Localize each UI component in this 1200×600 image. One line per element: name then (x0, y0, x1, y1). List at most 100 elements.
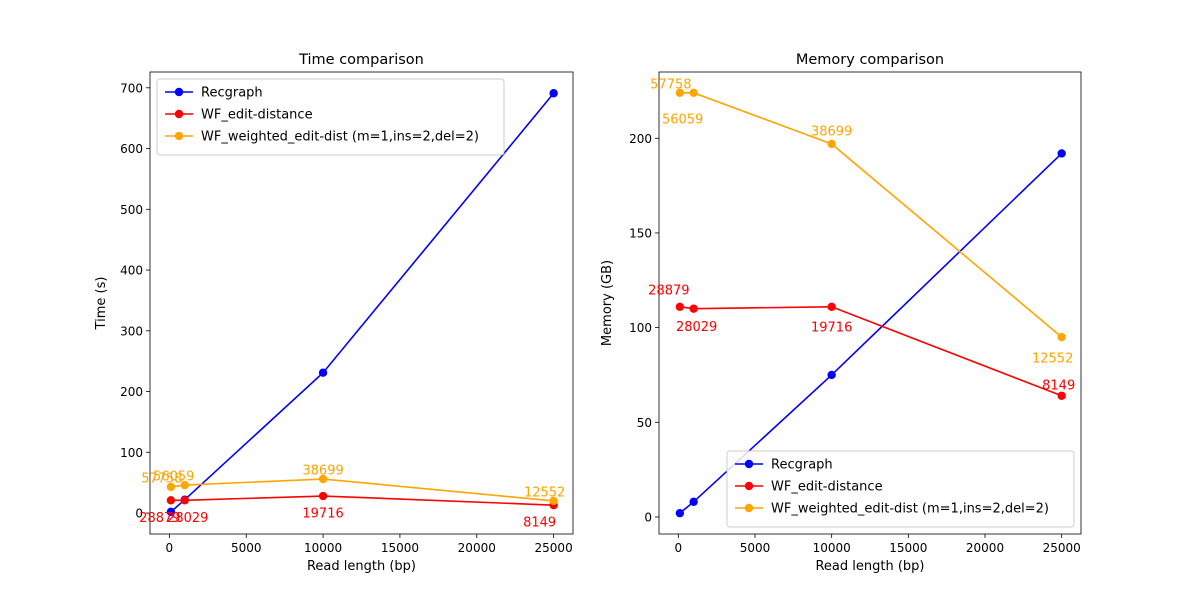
legend-label: WF_edit-distance (201, 108, 313, 123)
chart-title: Memory comparison (796, 52, 944, 68)
data-point (689, 88, 698, 98)
data-point (827, 139, 836, 149)
legend-label: WF_edit-distance (771, 480, 883, 495)
y-tick-label: 600 (120, 142, 143, 156)
y-tick-label: 150 (629, 226, 652, 240)
legend-entry: WF_edit-distance (735, 480, 883, 495)
x-tick-label: 20000 (966, 541, 1004, 555)
y-tick-label: 50 (637, 416, 652, 430)
data-label: 38699 (302, 464, 343, 479)
data-label: 57758 (141, 471, 182, 486)
series-line (170, 495, 554, 506)
data-label: 57758 (650, 77, 691, 92)
series-line (170, 478, 554, 502)
legend-entry: WF_edit-distance (165, 108, 313, 123)
legend-entry: WF_weighted_edit-dist (m=1,ins=2,del=2) (165, 130, 479, 145)
data-label: 28029 (676, 320, 717, 335)
legend: Recgraph WF_edit-distance WF_weighted_edit… (726, 450, 1075, 528)
chart-1: 0 5000 10000 15000 20000 25000 0 100 200 300 400 50… (94, 52, 574, 574)
series-recgraph (675, 149, 1066, 518)
data-point (549, 89, 558, 98)
data-point (689, 497, 698, 507)
data-point (675, 508, 685, 518)
data-label: 12552 (1032, 352, 1073, 367)
legend: Recgraph WF_edit-distance WF_weighted_edit… (156, 78, 505, 156)
legend-box (726, 450, 1075, 528)
y-tick-label: 200 (629, 132, 652, 146)
x-tick-label: 5000 (740, 541, 771, 555)
series-line (679, 305, 1062, 397)
x-tick-label: 25000 (535, 541, 573, 555)
legend-entry: Recgraph (735, 458, 833, 473)
x-axis-label: Read length (bp) (307, 559, 416, 574)
data-point (1057, 149, 1066, 158)
series-wf-weighted-edit-dist-m-1-ins-2-del-2: 57758 56059 38699 12552 (650, 77, 1073, 366)
data-point (180, 496, 189, 505)
data-label: 19716 (302, 507, 343, 522)
legend-label: Recgraph (201, 86, 263, 101)
y-tick-label: 100 (629, 321, 652, 335)
y-tick-label: 0 (644, 510, 652, 524)
x-tick-label: 20000 (458, 541, 496, 555)
series-line (679, 92, 1063, 338)
data-point (166, 496, 176, 505)
data-point (166, 482, 176, 492)
data-point (180, 480, 189, 490)
data-label: 19716 (811, 320, 852, 335)
legend-marker (744, 459, 754, 469)
data-label: 12552 (524, 485, 565, 500)
x-tick-label: 15000 (889, 541, 927, 555)
x-tick-label: 10000 (304, 541, 342, 555)
y-axis-label: Memory (GB) (600, 260, 615, 346)
series-line (679, 152, 1063, 514)
x-tick-label: 0 (675, 541, 683, 555)
data-point (318, 491, 328, 501)
x-tick-label: 15000 (381, 541, 419, 555)
legend-marker (744, 503, 754, 513)
legend-marker (744, 481, 754, 491)
data-point (827, 302, 836, 311)
data-label: 28029 (167, 511, 208, 526)
data-label: 56059 (662, 112, 703, 127)
legend-label: WF_weighted_edit-dist (m=1,ins=2,del=2) (201, 130, 479, 145)
y-tick-label: 700 (120, 81, 143, 95)
legend-entry: Recgraph (165, 86, 263, 101)
x-tick-label: 25000 (1043, 541, 1081, 555)
legend-marker (174, 87, 184, 97)
x-axis-label: Read length (bp) (815, 559, 924, 574)
series-line (170, 92, 555, 513)
data-point (1057, 391, 1066, 400)
data-label: 8149 (1042, 378, 1075, 393)
data-point (675, 302, 685, 311)
legend-label: Recgraph (771, 458, 833, 473)
data-label: 8149 (523, 516, 556, 531)
legend-entry: WF_weighted_edit-dist (m=1,ins=2,del=2) (735, 502, 1049, 517)
chart-title: Time comparison (298, 52, 424, 68)
y-tick-label: 400 (120, 264, 143, 278)
data-point (549, 496, 558, 506)
x-tick-label: 10000 (813, 541, 851, 555)
series-recgraph (166, 89, 558, 517)
x-tick-label: 0 (166, 541, 174, 555)
data-label: 38699 (811, 124, 852, 139)
legend-marker (174, 109, 184, 119)
legend-box (156, 78, 505, 156)
series-wf-edit-distance: 28879 28029 19716 8149 (648, 283, 1075, 400)
y-tick-label: 100 (120, 446, 143, 460)
y-axis-label: Time (s) (94, 277, 109, 331)
y-tick-label: 200 (120, 385, 143, 399)
chart-2: 0 5000 10000 15000 20000 25000 0 50 100 150 200 Mem… (600, 52, 1082, 574)
axes-frame (658, 71, 1082, 535)
data-label: 28879 (648, 283, 689, 298)
data-point (689, 304, 698, 313)
y-tick-label: 500 (120, 203, 143, 217)
data-point (318, 474, 328, 484)
x-tick-label: 5000 (231, 541, 262, 555)
data-point (318, 368, 328, 377)
data-point (675, 88, 685, 98)
data-point (827, 370, 836, 380)
data-label: 56059 (153, 470, 194, 485)
